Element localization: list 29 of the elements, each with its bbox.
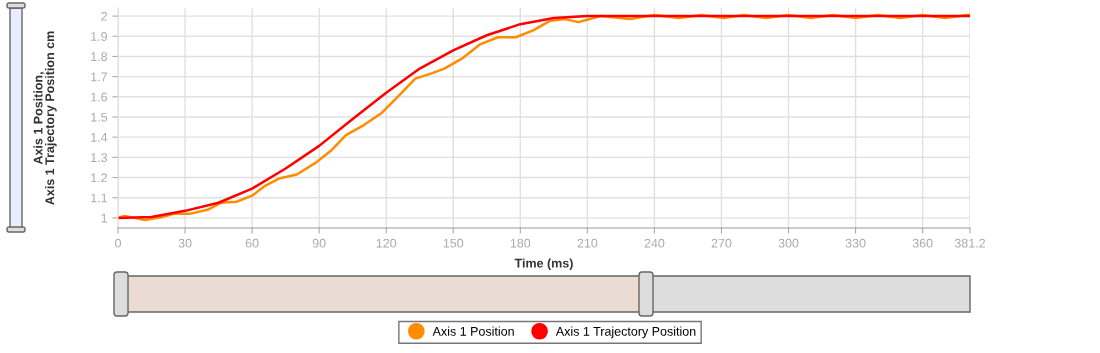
x-tick-label: 330: [845, 238, 866, 248]
x-tick-label: 150: [443, 238, 464, 248]
x-tick-label: 120: [376, 238, 397, 248]
y-tick-label: 1.4: [91, 133, 108, 142]
x-tick-label: 0: [115, 238, 121, 248]
x-tick-label: 381.2: [954, 238, 986, 248]
x-tick-label: 210: [577, 238, 598, 248]
x-tick-label: 300: [778, 238, 799, 248]
x-tick-label: 60: [245, 238, 259, 248]
y-tick-label: 1.6: [91, 92, 108, 102]
y-axis-title: Axis 1 Position, Axis 1 Trajectory Position cm: [33, 31, 57, 205]
y-tick-label: 1.2: [91, 173, 107, 183]
y-tick-label: 1.9: [91, 32, 107, 41]
x-tick-label: 90: [312, 238, 326, 248]
y-tick-label: 1.5: [91, 112, 108, 122]
legend-label: Axis 1 Position: [432, 326, 514, 336]
legend-label: Axis 1 Trajectory Position: [555, 326, 696, 339]
y-tick-label: 2: [101, 11, 107, 21]
x-axis-title: Time (ms): [514, 258, 573, 271]
y-tick-label: 1.1: [91, 193, 107, 203]
x-tick-label: 270: [711, 238, 732, 248]
y-tick-label: 1.7: [91, 72, 107, 82]
x-tick-label: 360: [912, 238, 933, 248]
y-tick-label: 1.3: [91, 153, 108, 163]
y-tick-label: 1.8: [91, 52, 108, 62]
x-tick-label: 180: [510, 238, 531, 248]
y-tick-label: 1: [101, 213, 107, 223]
x-tick-label: 240: [644, 238, 665, 248]
x-tick-label: 30: [178, 238, 192, 248]
